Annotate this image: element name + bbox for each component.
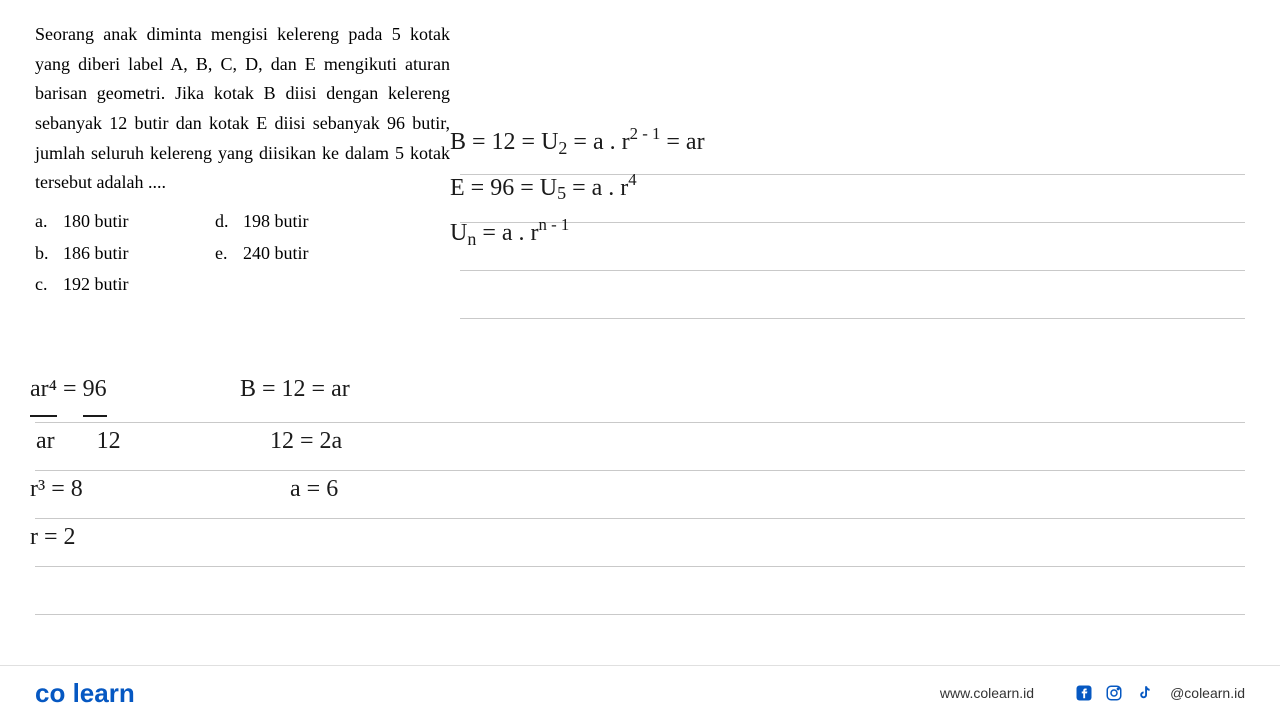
logo-co: co <box>35 678 65 708</box>
hw-sup: 4 <box>628 170 636 189</box>
option-a-text: 180 butir <box>63 211 129 231</box>
tiktok-icon <box>1134 683 1154 703</box>
footer-url: www.colearn.id <box>940 685 1034 701</box>
hw-sup: 2 - 1 <box>630 124 661 143</box>
hw-text: U <box>450 220 467 246</box>
hw-text: = <box>63 376 83 402</box>
hw-line-1: B = 12 = U2 = a . r2 - 1 = ar <box>450 120 705 166</box>
hw-text: = ar <box>660 129 704 155</box>
hw-numerator: 96 <box>83 376 107 402</box>
hw-line-2: E = 96 = U5 = a . r4 <box>450 166 705 212</box>
option-d-text: 198 butir <box>243 211 309 231</box>
hw-sub: 2 <box>558 138 567 158</box>
hw-text: = a . r <box>476 220 538 246</box>
ruled-line <box>460 318 1245 319</box>
handwriting-bottom: ar⁴ = 96 B = 12 = ar ar 12 12 = 2a r³ = … <box>30 365 1230 561</box>
logo-learn: learn <box>73 678 135 708</box>
hw-numerator: ar⁴ <box>30 376 57 402</box>
hw-text: B = 12 = ar <box>240 365 440 417</box>
hw-text: = a . r <box>566 175 628 201</box>
option-c-text: 192 butir <box>63 274 129 294</box>
instagram-icon <box>1104 683 1124 703</box>
social-icons: @colearn.id <box>1074 683 1245 703</box>
hw-sub: n <box>467 229 476 249</box>
question-text: Seorang anak diminta mengisi kelereng pa… <box>35 20 450 198</box>
hw-text: = a . r <box>567 129 629 155</box>
option-d: d.198 butir <box>215 206 395 238</box>
hw-denominator: ar <box>36 428 55 454</box>
hw-line-3: Un = a . rn - 1 <box>450 211 705 257</box>
option-e: e.240 butir <box>215 238 395 270</box>
hw-denominator-row: ar 12 <box>30 417 240 465</box>
handwriting-right: B = 12 = U2 = a . r2 - 1 = ar E = 96 = U… <box>450 120 705 257</box>
hw-text: E = 96 = U <box>450 175 557 201</box>
option-b: b.186 butir <box>35 238 215 270</box>
logo-dot <box>65 678 72 708</box>
ruled-line <box>35 614 1245 615</box>
option-c: c.192 butir <box>35 269 215 301</box>
hw-text: a = 6 <box>240 465 440 513</box>
hw-text: B = 12 = U <box>450 129 558 155</box>
hw-denominator: 12 <box>97 428 121 454</box>
social-handle: @colearn.id <box>1170 685 1245 701</box>
hw-fraction: ar⁴ = 96 <box>30 365 240 417</box>
hw-text: r³ = 8 <box>30 465 240 513</box>
logo: co learn <box>35 678 135 709</box>
option-b-text: 186 butir <box>63 243 129 263</box>
hw-sup: n - 1 <box>539 215 570 234</box>
hw-sub: 5 <box>557 183 566 203</box>
option-a: a.180 butir <box>35 206 215 238</box>
ruled-line <box>35 566 1245 567</box>
footer: co learn www.colearn.id @colearn.id <box>0 665 1280 720</box>
hw-text: r = 2 <box>30 513 240 561</box>
facebook-icon <box>1074 683 1094 703</box>
option-e-text: 240 butir <box>243 243 309 263</box>
hw-text: 12 = 2a <box>240 417 440 465</box>
